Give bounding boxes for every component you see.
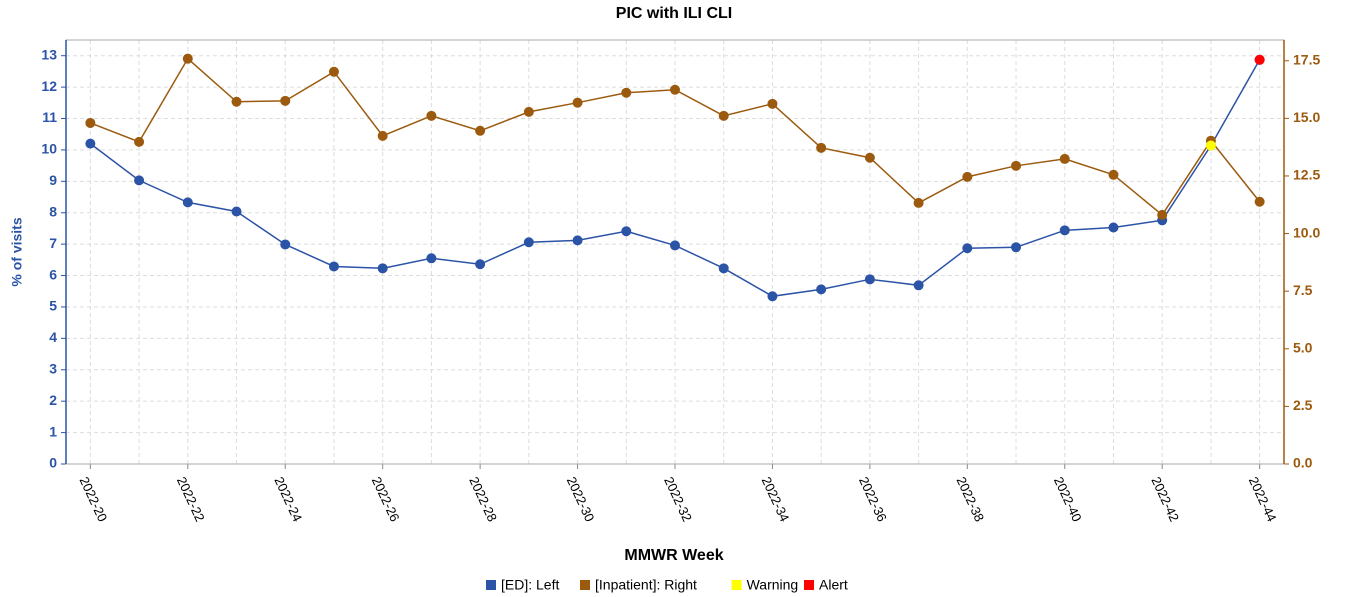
x-tick-label: 2022-20 [77,474,111,524]
data-point [670,84,680,95]
data-point [572,235,583,246]
data-point [280,95,291,106]
y-tick-label: 4 [49,329,57,345]
data-point [231,96,242,107]
data-point [962,243,973,254]
data-point [182,197,193,208]
data-point [913,280,924,291]
y-tick-label: 7 [49,235,57,251]
data-point [1254,54,1265,65]
data-point [1011,160,1022,171]
data-point [718,263,729,274]
y2-tick-label: 10.0 [1293,224,1320,240]
data-point [1011,242,1022,253]
data-point [134,175,145,186]
y2-tick-label: 0.0 [1293,455,1313,471]
data-point [377,130,388,141]
x-tick-label: 2022-38 [953,474,987,524]
y-axis-label: % of visits [9,217,25,286]
data-point [426,253,437,264]
data-point [767,98,778,109]
y-tick-label: 6 [49,266,57,282]
y-tick-label: 1 [49,423,57,439]
data-point [572,97,583,108]
data-point [621,226,632,237]
data-point [1205,140,1216,151]
data-point [280,239,291,250]
x-tick-label: 2022-30 [564,474,598,524]
data-point [1108,169,1119,180]
data-point [475,125,486,136]
data-point [718,110,729,121]
data-point [475,259,486,270]
x-tick-label: 2022-40 [1051,474,1085,524]
data-point [1254,196,1265,207]
data-point [134,136,145,147]
data-point [864,274,875,285]
y2-tick-label: 7.5 [1293,282,1313,298]
y2-tick-label: 12.5 [1293,167,1320,183]
data-point [231,206,242,217]
y-tick-label: 9 [49,172,57,188]
y-tick-label: 3 [49,360,57,376]
legend-label: [Inpatient]: Right [595,577,697,593]
legend-swatch [731,580,742,590]
legend-swatch [580,580,590,590]
data-point [377,263,388,274]
y-tick-label: 5 [49,298,57,314]
data-point [1059,153,1070,164]
x-axis-label: MMWR Week [624,547,723,564]
y2-tick-label: 15.0 [1293,109,1320,125]
y-tick-label: 11 [42,109,57,125]
y-tick-label: 8 [49,203,57,219]
y2-tick-label: 2.5 [1293,397,1313,413]
y2-tick-label: 17.5 [1293,51,1320,67]
y-tick-label: 2 [49,392,57,408]
data-point [864,152,875,163]
chart-title: PIC with ILI CLI [616,5,732,22]
data-point [1059,225,1070,236]
data-point [523,237,534,248]
data-point [913,197,924,208]
data-point [621,87,632,98]
y2-tick-label: 5.0 [1293,339,1313,355]
data-point [426,110,437,121]
y-tick-label: 0 [49,455,57,471]
x-tick-label: 2022-26 [369,474,403,524]
legend-swatch [804,580,814,590]
data-point [1157,209,1168,220]
data-point [816,284,827,295]
x-tick-label: 2022-24 [271,474,305,524]
data-point [670,240,680,251]
x-tick-label: 2022-42 [1148,474,1182,524]
data-point [816,142,827,153]
legend-swatch [486,580,496,590]
y-tick-label: 12 [41,78,57,94]
x-tick-label: 2022-32 [661,474,695,524]
data-point [962,171,973,182]
data-point [182,53,193,64]
x-tick-label: 2022-22 [174,474,208,524]
x-tick-label: 2022-34 [759,474,793,524]
x-tick-label: 2022-36 [856,474,890,524]
data-point [328,261,339,272]
y-tick-label: 13 [41,46,57,62]
x-tick-label: 2022-44 [1246,474,1280,524]
data-point [767,291,778,302]
data-point [85,138,96,149]
data-point [523,106,534,117]
legend-label: Alert [819,577,848,593]
legend-label: Warning [747,577,799,593]
data-point [85,117,96,128]
x-tick-label: 2022-28 [466,474,500,524]
data-point [1108,222,1119,233]
y-tick-label: 10 [41,141,57,157]
data-point [328,66,339,77]
legend-label: [ED]: Left [501,577,559,593]
